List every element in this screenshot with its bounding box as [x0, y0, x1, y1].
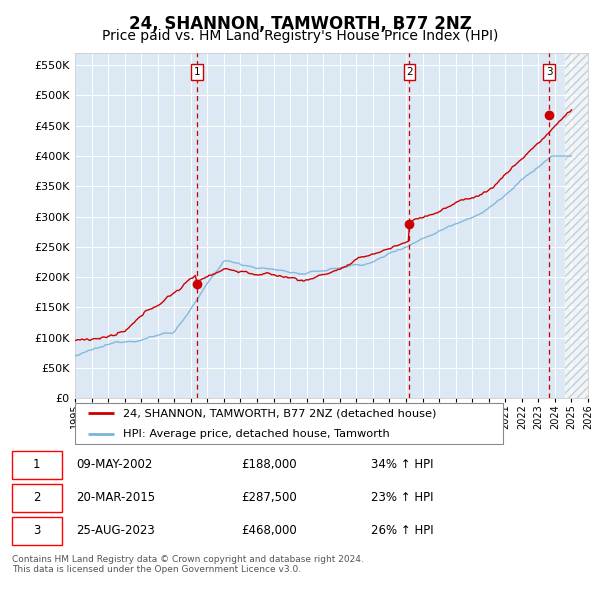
- Text: 26% ↑ HPI: 26% ↑ HPI: [371, 523, 433, 537]
- Bar: [565, 53, 588, 398]
- FancyBboxPatch shape: [75, 402, 503, 444]
- Bar: [565, 53, 588, 398]
- Text: 23% ↑ HPI: 23% ↑ HPI: [371, 490, 433, 504]
- Text: 1: 1: [193, 67, 200, 77]
- FancyBboxPatch shape: [12, 517, 62, 545]
- Text: 24, SHANNON, TAMWORTH, B77 2NZ: 24, SHANNON, TAMWORTH, B77 2NZ: [128, 15, 472, 33]
- Text: 3: 3: [33, 523, 40, 537]
- Text: 2: 2: [33, 490, 40, 504]
- Text: 2: 2: [406, 67, 413, 77]
- Text: 34% ↑ HPI: 34% ↑ HPI: [371, 457, 433, 471]
- Text: £468,000: £468,000: [241, 523, 297, 537]
- Text: 1: 1: [33, 457, 40, 471]
- Text: 25-AUG-2023: 25-AUG-2023: [77, 523, 155, 537]
- Text: 24, SHANNON, TAMWORTH, B77 2NZ (detached house): 24, SHANNON, TAMWORTH, B77 2NZ (detached…: [122, 408, 436, 418]
- Text: 20-MAR-2015: 20-MAR-2015: [77, 490, 155, 504]
- Text: 3: 3: [546, 67, 553, 77]
- FancyBboxPatch shape: [12, 451, 62, 479]
- Text: 09-MAY-2002: 09-MAY-2002: [77, 457, 153, 471]
- Text: Contains HM Land Registry data © Crown copyright and database right 2024.
This d: Contains HM Land Registry data © Crown c…: [12, 555, 364, 574]
- Text: £188,000: £188,000: [241, 457, 297, 471]
- Text: £287,500: £287,500: [241, 490, 297, 504]
- FancyBboxPatch shape: [12, 484, 62, 512]
- Text: Price paid vs. HM Land Registry's House Price Index (HPI): Price paid vs. HM Land Registry's House …: [102, 29, 498, 43]
- Text: HPI: Average price, detached house, Tamworth: HPI: Average price, detached house, Tamw…: [122, 428, 389, 438]
